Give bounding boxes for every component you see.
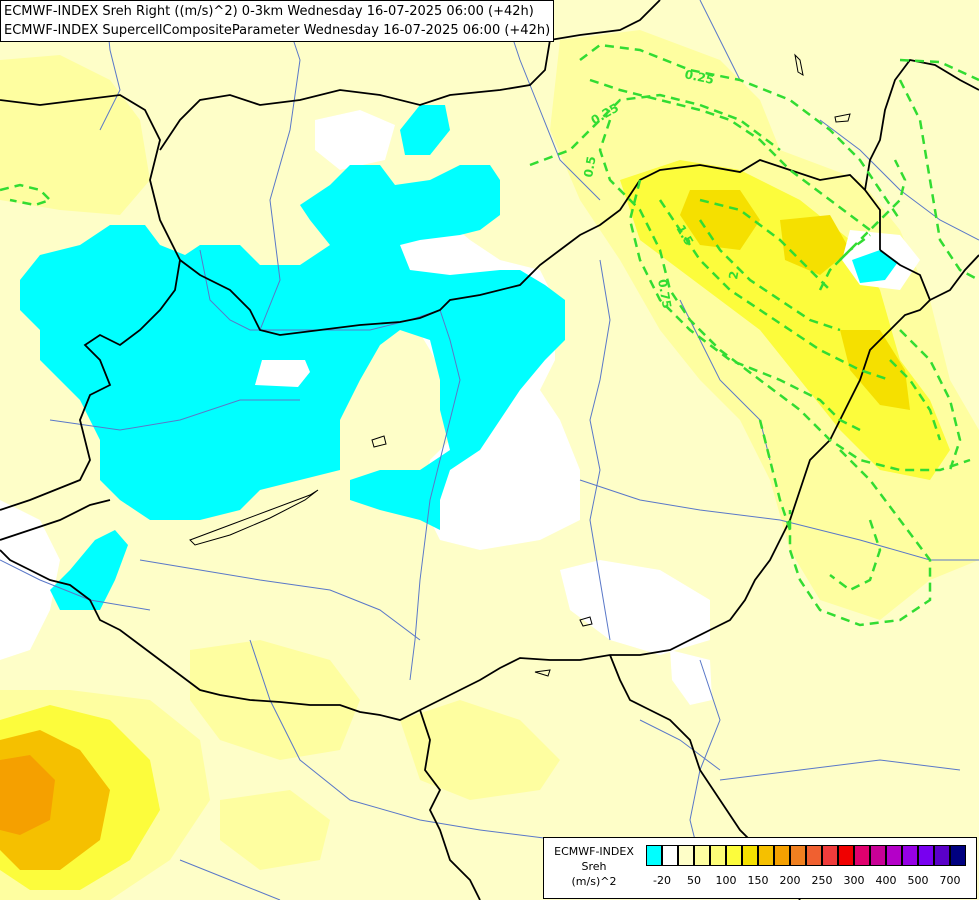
legend-swatch-6 (742, 845, 758, 866)
title-line-sreh: ECMWF-INDEX Sreh Right ((m/s)^2) 0-3km W… (4, 4, 534, 19)
sreh-150-200-areas-sw (0, 705, 160, 890)
legend-tick-label: -20 (653, 874, 671, 887)
legend-swatch-13 (854, 845, 870, 866)
legend-swatch-14 (870, 845, 886, 866)
legend-swatch-7 (758, 845, 774, 866)
legend-swatch-11 (822, 845, 838, 866)
legend-swatch-16 (902, 845, 918, 866)
legend-swatches (646, 845, 966, 866)
legend-tick-label: 500 (907, 874, 929, 887)
sreh-100-200-areas (620, 160, 950, 480)
legend-swatch-8 (774, 845, 790, 866)
title-line-scp: ECMWF-INDEX SupercellCompositeParameter … (4, 23, 551, 38)
legend-swatch-2 (678, 845, 694, 866)
legend-tick-label: 200 (779, 874, 801, 887)
scp-contours (0, 43, 979, 627)
contour-label-6: 2 (726, 270, 741, 281)
contour-label-1: 0.25 (683, 67, 715, 87)
lakes (189, 53, 851, 677)
legend-tick-label: 50 (687, 874, 701, 887)
cyan-holes (255, 138, 372, 387)
legend-variable: Sreh (581, 860, 607, 873)
contour-label-5: 0.75 (655, 278, 674, 310)
legend-swatch-3 (694, 845, 710, 866)
legend-ticks: -20 50 100 150 200 250 300 400 500 700 (646, 874, 972, 890)
legend-swatch-12 (838, 845, 854, 866)
legend-tick-label: 400 (875, 874, 897, 887)
legend-swatch-0 (646, 845, 662, 866)
legend-swatch-10 (806, 845, 822, 866)
legend-tick-label: 100 (715, 874, 737, 887)
legend-model-name: ECMWF-INDEX (554, 845, 634, 858)
legend-tick-label: 300 (843, 874, 865, 887)
color-legend: ECMWF-INDEX Sreh (m/s)^2 -20 50 100 150 200 2… (543, 837, 977, 899)
legend-swatch-19 (950, 845, 966, 866)
legend-swatch-18 (934, 845, 950, 866)
legend-swatch-17 (918, 845, 934, 866)
legend-swatch-4 (710, 845, 726, 866)
map-title: ECMWF-INDEX Sreh Right ((m/s)^2) 0-3km W… (0, 0, 555, 42)
legend-swatch-15 (886, 845, 902, 866)
legend-swatch-5 (726, 845, 742, 866)
legend-tick-label: 250 (811, 874, 833, 887)
legend-swatch-1 (662, 845, 678, 866)
legend-unit: (m/s)^2 (571, 875, 617, 888)
legend-swatch-9 (790, 845, 806, 866)
contour-label-3: 0.5 (581, 155, 598, 178)
legend-tick-label: 150 (747, 874, 769, 887)
legend-tick-label: 700 (939, 874, 961, 887)
legend-title: ECMWF-INDEX Sreh (m/s)^2 (544, 844, 644, 889)
sreh-cyan-areas (20, 105, 898, 610)
